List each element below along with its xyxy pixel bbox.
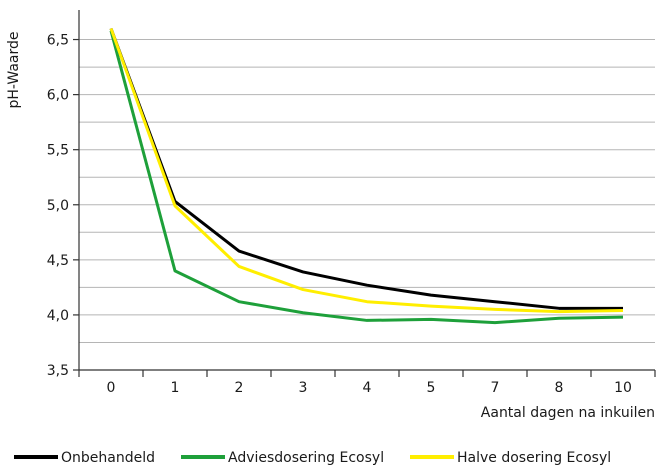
x-tick-label: 10 — [614, 380, 632, 396]
y-tick-label: 5,5 — [47, 143, 69, 159]
legend-label: Halve dosering Ecosyl — [457, 450, 611, 466]
axes — [73, 10, 656, 377]
x-axis-label: Aantal dagen na inkuilen — [481, 405, 655, 421]
y-tick-label: 4,5 — [47, 253, 69, 269]
x-tick-label: 1 — [171, 380, 180, 396]
series-line — [109, 30, 624, 325]
y-tick-label: 4,0 — [47, 308, 69, 324]
x-tick-label: 5 — [427, 380, 436, 396]
y-tick-label: 5,0 — [47, 198, 69, 214]
y-axis-label: pH-Waarde — [6, 31, 22, 108]
x-tick-label: 8 — [555, 380, 564, 396]
series-line — [109, 28, 623, 310]
legend-label: Onbehandeld — [61, 450, 155, 466]
y-tick-label: 6,5 — [47, 33, 69, 49]
y-tick-labels: 3,5 4,0 4,5 5,0 5,5 6,0 6,5 — [47, 33, 69, 379]
x-tick-label: 7 — [491, 380, 500, 396]
x-tick-label: 4 — [363, 380, 372, 396]
series-lines — [109, 28, 624, 325]
gridlines — [79, 39, 655, 343]
x-tick-label: 0 — [107, 380, 116, 396]
x-tick-labels: 0 1 2 3 4 5 7 8 10 — [107, 380, 632, 396]
legend: Onbehandeld Adviesdosering Ecosyl Halve do… — [14, 450, 611, 466]
y-tick-label: 3,5 — [47, 363, 69, 379]
legend-label: Adviesdosering Ecosyl — [228, 450, 384, 466]
x-tick-label: 2 — [235, 380, 244, 396]
y-tick-label: 6,0 — [47, 88, 69, 104]
x-tick-label: 3 — [299, 380, 308, 396]
series-line — [109, 28, 624, 314]
